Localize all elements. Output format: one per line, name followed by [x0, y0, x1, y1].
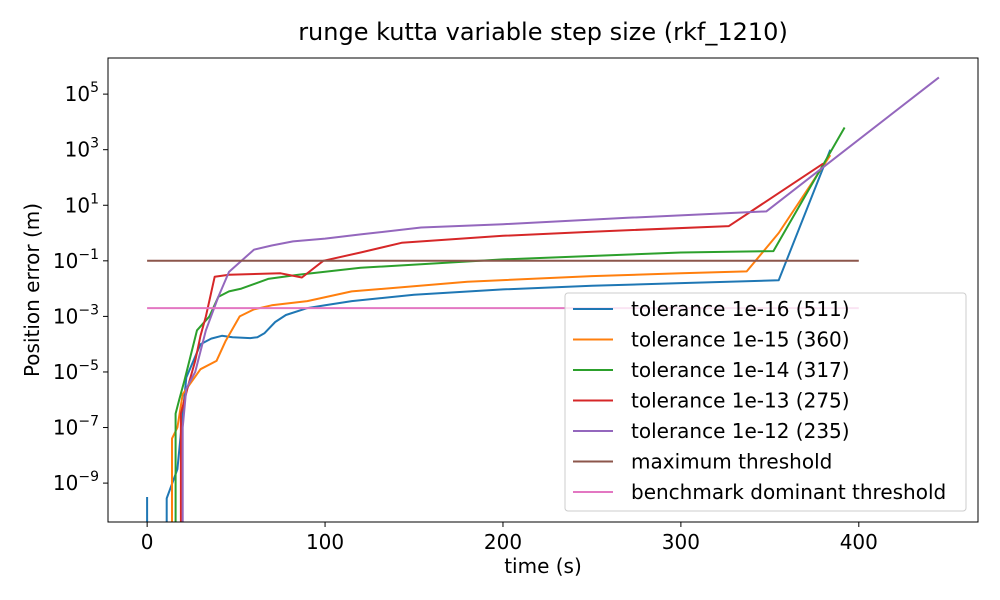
legend: tolerance 1e-16 (511) tolerance 1e-15 (36… [564, 292, 967, 512]
legend-entry: tolerance 1e-16 (511) [631, 297, 850, 321]
y-tick-label: 10−3 [53, 302, 99, 328]
x-tick-label: 0 [141, 530, 154, 554]
series-line-1 [165, 149, 832, 522]
y-axis: 10−9 10−7 10−5 10−3 10−1 101 103 105 [53, 80, 108, 495]
plot-lines [146, 76, 940, 522]
plot-frame [107, 57, 979, 523]
series-line-4 [179, 162, 824, 522]
y-tick-label: 10−9 [53, 469, 99, 495]
legend-entry: tolerance 1e-12 (235) [631, 419, 850, 443]
x-axis: 0 100 200 300 400 [141, 522, 878, 554]
legend-entry: benchmark dominant threshold [631, 480, 946, 504]
series-line-3 [174, 127, 846, 522]
y-tick-label: 105 [65, 80, 99, 106]
x-axis-label: time (s) [504, 554, 582, 578]
x-tick-label: 400 [840, 530, 878, 554]
series-line-5 [181, 76, 940, 522]
y-tick-label: 10−1 [53, 247, 99, 273]
y-tick-label: 103 [65, 136, 99, 162]
y-tick-label: 10−5 [53, 358, 99, 384]
legend-box [564, 292, 967, 512]
legend-entry: maximum threshold [631, 450, 832, 474]
legend-entry: tolerance 1e-14 (317) [631, 358, 850, 382]
x-tick-label: 100 [306, 530, 344, 554]
x-tick-label: 300 [662, 530, 700, 554]
x-tick-label: 200 [484, 530, 522, 554]
y-tick-label: 101 [65, 191, 99, 217]
y-tick-label: 10−7 [53, 414, 99, 440]
chart-title: runge kutta variable step size (rkf_1210… [298, 18, 788, 46]
legend-entry: tolerance 1e-13 (275) [631, 389, 850, 413]
y-axis-label: Position error (m) [20, 203, 44, 377]
legend-entry: tolerance 1e-15 (360) [631, 328, 850, 352]
